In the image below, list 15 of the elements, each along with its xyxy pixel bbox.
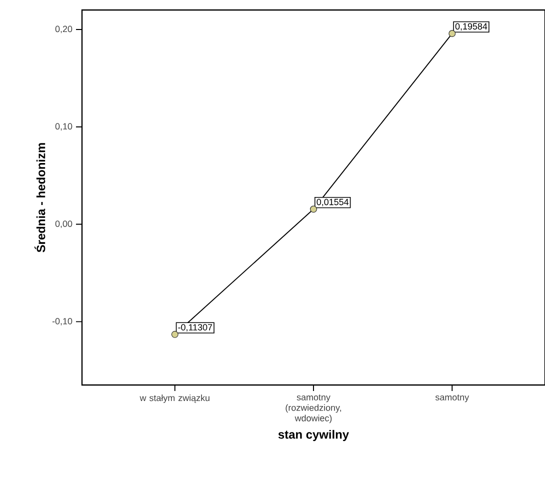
data-label: 0,01554: [316, 198, 349, 206]
data-label: 0,19584: [455, 23, 488, 31]
x-tick-label: samotny (rozwiedziony, wdowiec): [286, 394, 342, 424]
y-axis-title: Średnia - hedonizm: [34, 143, 46, 252]
y-tick-label: 0,00: [55, 220, 72, 228]
x-tick-label: samotny: [435, 394, 470, 402]
x-axis-title: stan cywilny: [278, 430, 349, 442]
point: [448, 30, 456, 38]
x-tick-label: w stałym związku: [140, 394, 210, 403]
data-label: -0,11307: [178, 324, 212, 332]
y-tick-label: 0,20: [55, 26, 72, 34]
point: [310, 206, 318, 213]
point: [171, 330, 178, 338]
y-tick-label: -0,10: [52, 318, 72, 326]
y-tick-label: 0,10: [55, 123, 72, 131]
